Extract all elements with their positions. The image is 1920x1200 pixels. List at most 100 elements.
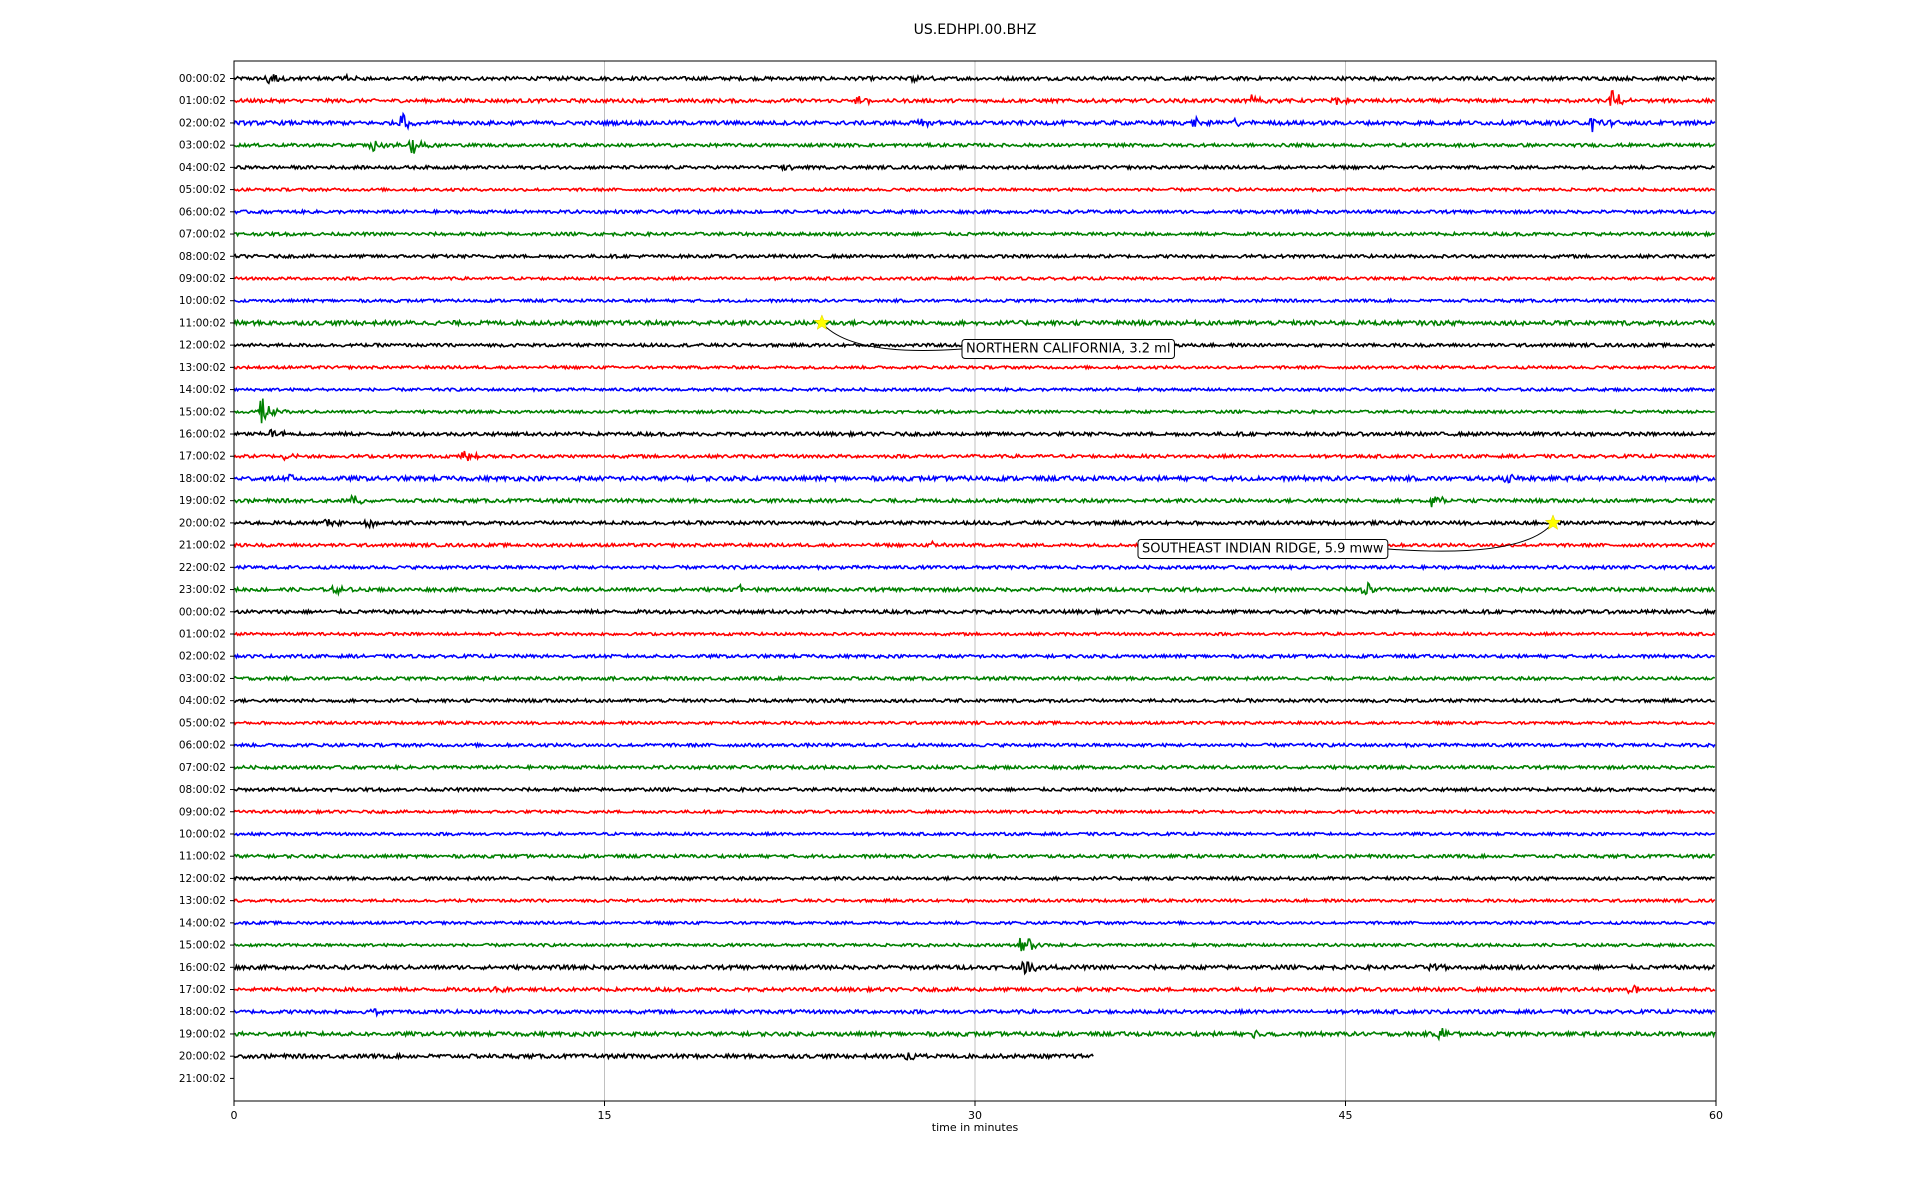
row-label-21: 21:00:02 xyxy=(179,540,226,552)
trace-row-26 xyxy=(233,652,1716,660)
trace-row-18 xyxy=(233,473,1716,484)
row-label-4: 04:00:02 xyxy=(179,162,226,174)
trace-row-21 xyxy=(233,539,1716,549)
row-label-19: 19:00:02 xyxy=(179,495,226,507)
trace-row-31 xyxy=(233,763,1716,772)
trace-row-34 xyxy=(233,830,1716,838)
trace-row-38 xyxy=(233,919,1716,927)
row-labels: 00:00:02 01:00:02 02:00:02 03:00:02 04:00:02… xyxy=(179,73,234,1085)
row-label-29: 05:00:02 xyxy=(179,717,226,729)
event-label-box-1 xyxy=(1137,539,1389,559)
trace-row-9 xyxy=(233,275,1716,282)
seismic-traces xyxy=(233,72,1716,1061)
row-label-30: 06:00:02 xyxy=(179,740,226,752)
row-label-43: 19:00:02 xyxy=(179,1028,226,1040)
trace-row-4 xyxy=(233,163,1716,173)
trace-row-36 xyxy=(233,874,1715,882)
trace-row-33 xyxy=(233,808,1716,815)
row-label-33: 09:00:02 xyxy=(179,806,226,818)
trace-row-24 xyxy=(233,607,1716,616)
trace-row-22 xyxy=(233,563,1716,572)
row-label-38: 14:00:02 xyxy=(179,917,226,929)
row-label-44: 20:00:02 xyxy=(179,1051,226,1063)
trace-row-15 xyxy=(233,398,1715,424)
row-label-3: 03:00:02 xyxy=(179,140,226,152)
trace-row-44 xyxy=(233,1051,1094,1061)
trace-row-43 xyxy=(233,1027,1716,1042)
event-label-0: NORTHERN CALIFORNIA, 3.2 ml xyxy=(966,342,1170,357)
trace-row-5 xyxy=(233,186,1716,193)
trace-row-41 xyxy=(233,984,1716,995)
row-label-25: 01:00:02 xyxy=(179,629,226,641)
row-label-0: 00:00:02 xyxy=(179,73,226,85)
trace-row-40 xyxy=(233,960,1716,976)
row-label-20: 20:00:02 xyxy=(179,517,226,529)
row-label-13: 13:00:02 xyxy=(179,362,226,374)
event-star-icon-0 xyxy=(813,314,831,330)
x-tick-label-0: 0 xyxy=(231,1109,238,1122)
trace-row-17 xyxy=(233,450,1716,462)
trace-row-30 xyxy=(233,741,1716,749)
x-tick-label-1: 15 xyxy=(598,1109,612,1122)
row-label-16: 16:00:02 xyxy=(179,429,226,441)
row-label-22: 22:00:02 xyxy=(179,562,226,574)
x-axis-label: time in minutes xyxy=(932,1121,1019,1134)
row-label-15: 15:00:02 xyxy=(179,406,226,418)
trace-row-16 xyxy=(233,428,1716,439)
row-label-12: 12:00:02 xyxy=(179,340,226,352)
row-label-17: 17:00:02 xyxy=(179,451,226,463)
row-label-2: 02:00:02 xyxy=(179,117,226,129)
row-label-7: 07:00:02 xyxy=(179,229,226,241)
trace-row-28 xyxy=(233,697,1716,705)
row-label-10: 10:00:02 xyxy=(179,295,226,307)
trace-row-6 xyxy=(233,208,1716,216)
trace-row-1 xyxy=(233,89,1716,107)
row-label-31: 07:00:02 xyxy=(179,762,226,774)
row-label-36: 12:00:02 xyxy=(179,873,226,885)
x-tick-label-3: 45 xyxy=(1339,1109,1353,1122)
row-label-9: 09:00:02 xyxy=(179,273,226,285)
row-label-37: 13:00:02 xyxy=(179,895,226,907)
row-label-41: 17:00:02 xyxy=(179,984,226,996)
trace-row-8 xyxy=(233,252,1716,260)
event-connector-0 xyxy=(821,322,963,351)
chart-title: US.EDHPI.00.BHZ xyxy=(914,22,1037,38)
trace-row-13 xyxy=(233,364,1716,371)
event-star-icon-1 xyxy=(1544,514,1562,530)
row-label-32: 08:00:02 xyxy=(179,784,226,796)
trace-row-29 xyxy=(233,719,1716,727)
trace-row-35 xyxy=(233,852,1716,860)
trace-row-37 xyxy=(233,897,1716,904)
row-label-14: 14:00:02 xyxy=(179,384,226,396)
trace-row-7 xyxy=(233,230,1716,238)
trace-row-14 xyxy=(233,386,1716,393)
row-label-35: 11:00:02 xyxy=(179,851,226,863)
trace-row-23 xyxy=(233,581,1716,597)
x-tick-label-2: 30 xyxy=(968,1109,982,1122)
row-label-6: 06:00:02 xyxy=(179,206,226,218)
trace-row-3 xyxy=(233,138,1716,154)
row-label-27: 03:00:02 xyxy=(179,673,226,685)
row-label-42: 18:00:02 xyxy=(179,1006,226,1018)
trace-row-10 xyxy=(233,297,1716,304)
row-label-24: 00:00:02 xyxy=(179,606,226,618)
row-label-8: 08:00:02 xyxy=(179,251,226,263)
row-label-45: 21:00:02 xyxy=(179,1073,226,1085)
row-label-28: 04:00:02 xyxy=(179,695,226,707)
event-label-box-0 xyxy=(961,339,1175,359)
event-annotations: NORTHERN CALIFORNIA, 3.2 ml SOUTHEAST IND… xyxy=(813,314,1562,559)
trace-row-19 xyxy=(233,493,1716,508)
trace-row-0 xyxy=(233,72,1716,85)
row-label-26: 02:00:02 xyxy=(179,651,226,663)
x-axis-ticks: 0 15 30 45 60 xyxy=(231,1101,1723,1122)
event-connector-1 xyxy=(1387,522,1554,552)
trace-row-32 xyxy=(233,785,1716,794)
row-label-1: 01:00:02 xyxy=(179,95,226,107)
x-tick-label-4: 60 xyxy=(1709,1109,1723,1122)
row-label-5: 05:00:02 xyxy=(179,184,226,196)
trace-row-11 xyxy=(233,318,1716,328)
trace-row-20 xyxy=(233,518,1716,530)
trace-row-27 xyxy=(233,674,1716,683)
trace-row-25 xyxy=(233,630,1716,638)
